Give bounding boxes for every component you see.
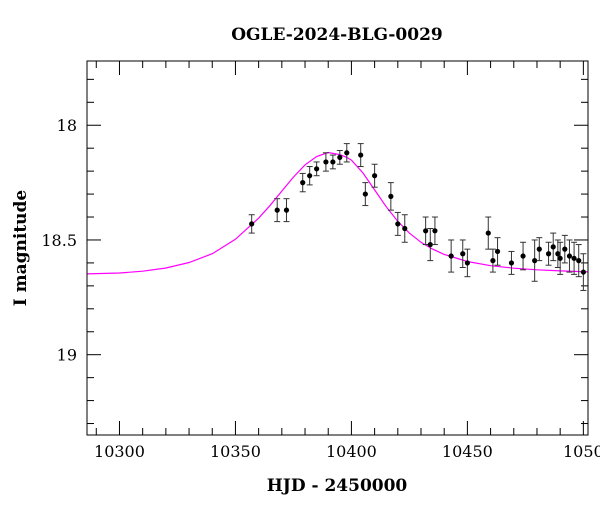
data-points-group — [248, 143, 587, 291]
data-point — [557, 255, 563, 261]
data-point — [358, 152, 364, 158]
tick-labels: 10300 10350 10400 10450 1050 18 18.5 19 — [41, 116, 600, 461]
data-point — [362, 191, 368, 197]
data-point — [490, 258, 496, 264]
data-point — [423, 228, 429, 234]
data-point — [494, 248, 501, 255]
data-point — [344, 150, 350, 156]
model-curve — [86, 151, 589, 275]
data-point — [388, 193, 394, 199]
data-point — [432, 228, 438, 234]
data-point — [323, 159, 329, 165]
data-point — [300, 180, 306, 186]
chart-title: OGLE-2024-BLG-0029 — [231, 25, 443, 45]
data-point — [249, 221, 255, 227]
y-tick-label: 19 — [57, 346, 77, 365]
data-point — [571, 255, 577, 261]
x-tick-label: 10350 — [210, 442, 261, 461]
data-point — [330, 159, 336, 165]
data-point — [314, 166, 320, 172]
data-point — [307, 173, 313, 179]
axis-ticks — [87, 61, 588, 435]
data-point — [402, 225, 408, 232]
data-point — [485, 230, 491, 236]
data-point — [576, 258, 582, 264]
data-point — [508, 260, 515, 266]
model-curve-group — [86, 151, 589, 275]
x-tick-label: 1050 — [563, 442, 600, 461]
x-axis-label: HJD - 2450000 — [267, 476, 408, 496]
y-tick-label: 18.5 — [41, 231, 77, 250]
data-point — [427, 241, 433, 248]
y-tick-label: 18 — [57, 116, 77, 135]
data-point — [520, 253, 526, 259]
data-point — [550, 244, 556, 250]
data-point — [580, 269, 586, 275]
data-point — [448, 253, 454, 259]
data-point — [274, 207, 280, 213]
data-point — [283, 207, 290, 213]
data-point — [562, 246, 568, 252]
x-tick-label: 10450 — [442, 442, 493, 461]
plot-frame — [86, 60, 589, 436]
x-tick-label: 10400 — [326, 442, 377, 461]
data-point — [532, 258, 538, 264]
data-point — [460, 251, 466, 257]
data-point — [555, 251, 561, 257]
x-tick-label: 10300 — [94, 442, 145, 461]
y-axis-label: I magnitude — [11, 190, 31, 307]
data-point — [545, 251, 552, 257]
data-point — [464, 260, 470, 266]
data-point — [566, 253, 573, 259]
data-point — [337, 154, 343, 160]
data-point — [372, 173, 378, 179]
data-point — [536, 246, 542, 252]
data-point — [395, 221, 401, 227]
